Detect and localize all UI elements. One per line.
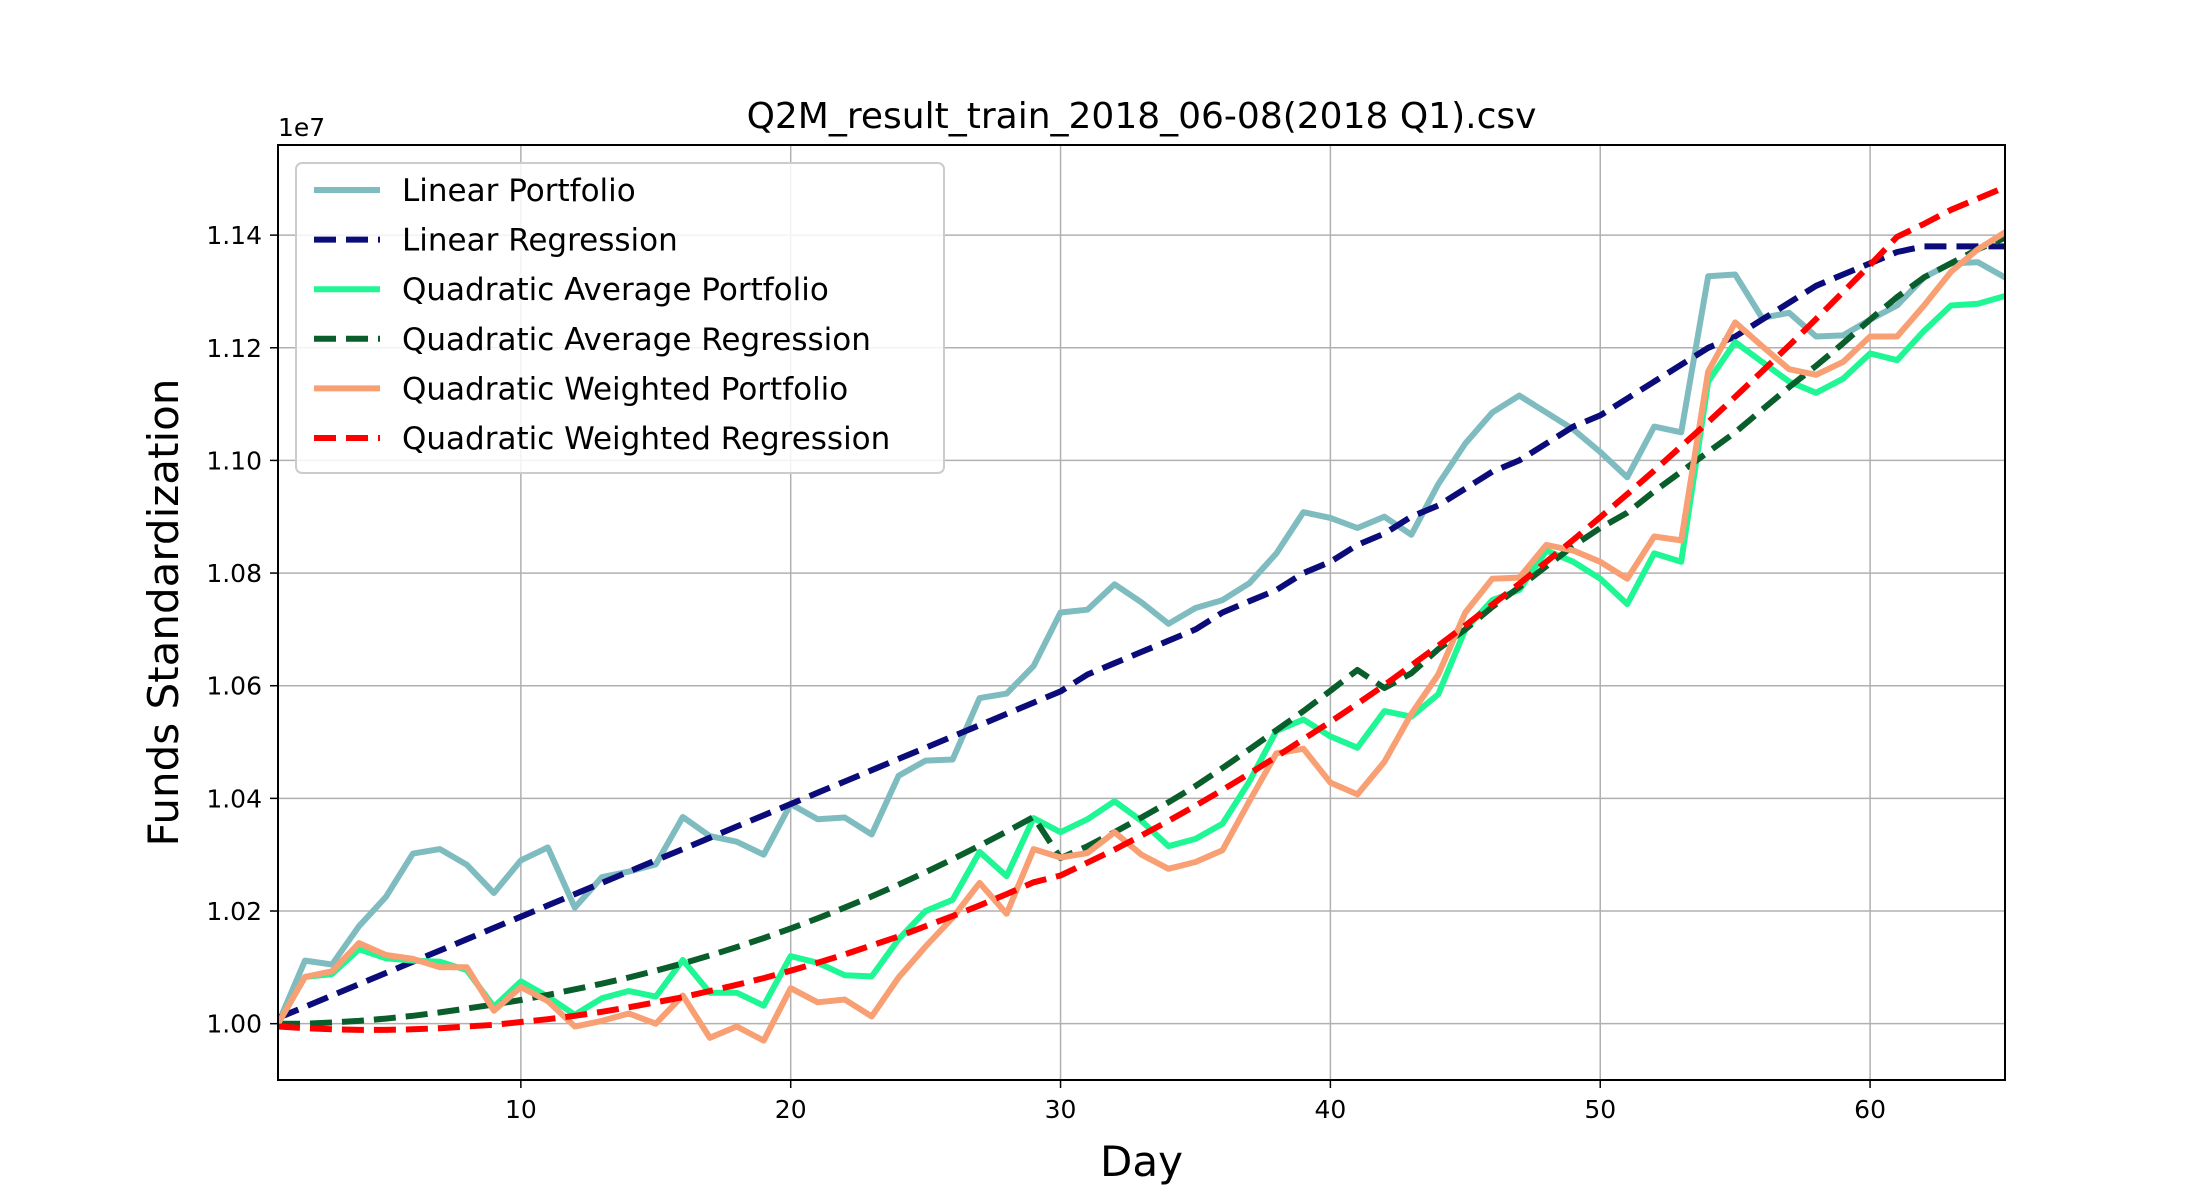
y-axis-title: Funds Standardization [139, 379, 188, 847]
x-axis-title: Day [1100, 1137, 1183, 1186]
x-tick-label: 40 [1314, 1095, 1346, 1124]
y-offset-label: 1e7 [278, 113, 325, 142]
legend-label: Quadratic Average Portfolio [402, 272, 829, 308]
plot-frame [277, 144, 2006, 1081]
series-line-linear-regression [278, 243, 2005, 1021]
y-tick-label: 1.06 [206, 672, 262, 701]
series-layer [278, 184, 2005, 1044]
chart-title: Q2M_result_train_2018_06-08(2018 Q1).csv [747, 96, 1537, 137]
x-tick-label: 60 [1854, 1095, 1886, 1124]
legend-box [295, 162, 945, 474]
legend-label: Quadratic Weighted Regression [402, 421, 890, 457]
y-tick-label: 1.12 [206, 334, 262, 363]
x-tick-label: 20 [775, 1095, 807, 1124]
y-tick-label: 1.14 [206, 221, 262, 250]
legend: Linear Portfolio Linear Regression Quadrat… [295, 162, 945, 474]
y-tick-label: 1.02 [206, 897, 262, 926]
series-line-quadratic-average-regression [278, 235, 2005, 1027]
series-line-linear-portfolio [278, 259, 2005, 1027]
x-tick-label: 30 [1045, 1095, 1077, 1124]
series-line-quadratic-weighted-regression [278, 184, 2005, 1033]
y-tick-label: 1.04 [206, 784, 262, 813]
legend-label: Linear Regression [402, 223, 678, 259]
y-tick-label: 1.00 [206, 1010, 262, 1039]
x-tick-label: 50 [1584, 1095, 1616, 1124]
axis-ticks: 10 20 30 40 50 60 1.00 1.02 1.04 1.06 1.08 1.10 1.12… [206, 221, 1886, 1124]
x-tick-label: 10 [505, 1095, 537, 1124]
legend-label: Quadratic Weighted Portfolio [402, 371, 848, 407]
legend-label: Linear Portfolio [402, 173, 636, 209]
y-tick-label: 1.08 [206, 559, 262, 588]
y-tick-label: 1.10 [206, 446, 262, 475]
legend-label: Quadratic Average Regression [402, 322, 871, 358]
